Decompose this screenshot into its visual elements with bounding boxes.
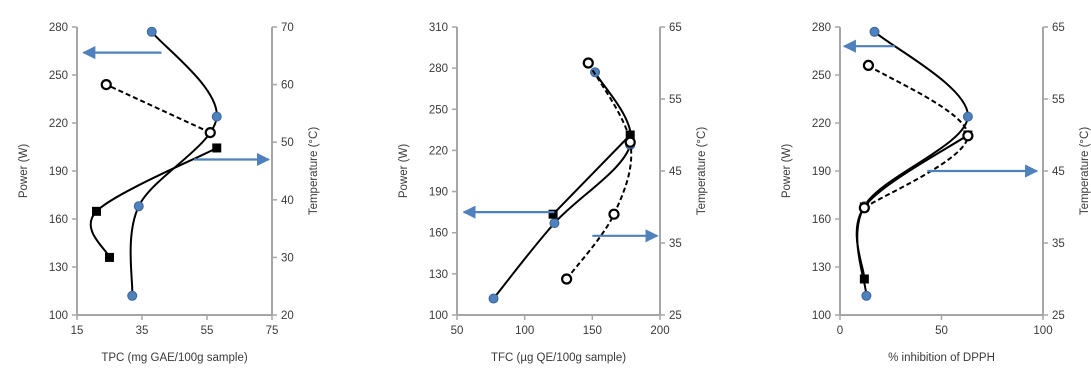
x-axis-label: TFC (µg QE/100g sample) [491,352,626,364]
y-tick-label: 280 [812,22,831,34]
x-tick-label: 50 [451,325,464,337]
data-point [488,293,499,304]
data-point [204,127,216,139]
y2-tick-label: 55 [669,94,682,106]
y-tick-label: 190 [429,187,448,199]
data-point [859,274,869,284]
y-tick-label: 190 [812,166,831,178]
chart-panel-3: 100 130 160 190 220 250 280 25 35 45 55 65 0 50 100 % i… [781,22,1091,364]
data-point [92,206,101,216]
y2-tick-label: 65 [1052,22,1065,34]
data-point [211,111,222,122]
y-tick-label: 220 [49,118,68,130]
data-point [582,57,594,69]
x-tick-label: 50 [935,325,948,337]
data-point [861,290,872,301]
y-tick-label: 280 [49,22,68,34]
y2-tick-label: 30 [281,252,294,264]
y-tick-label: 160 [429,228,448,240]
data-point [869,26,880,37]
y-tick-label: 130 [49,262,68,274]
y2-tick-label: 65 [669,22,682,34]
x-tick-label: 15 [71,325,84,337]
y2-tick-label: 40 [281,195,294,207]
series-line [565,62,633,280]
series-line [863,64,969,209]
series-line [492,71,633,300]
data-point [862,59,875,72]
y-axis-label: Power (W) [18,144,30,198]
x-tick-label: 0 [837,325,843,337]
y2-axis-label: Temperature (°C) [308,127,320,215]
x-tick-label: 35 [136,325,149,337]
y-tick-label: 130 [429,269,448,281]
y2-tick-label: 35 [669,238,682,250]
data-point [212,143,222,153]
y2-tick-label: 35 [1052,238,1065,250]
y-tick-label: 100 [812,310,831,322]
y-tick-label: 160 [49,214,68,226]
data-point [100,78,112,91]
y2-axis-label: Temperature (°C) [1079,127,1091,215]
x-tick-label: 150 [583,325,602,337]
x-tick-label: 100 [1033,325,1052,337]
series-line [129,31,218,296]
data-point [105,252,114,262]
y2-tick-label: 25 [1052,310,1065,322]
x-axis-label: % inhibition of DPPH [888,352,995,364]
y-tick-label: 280 [429,63,448,75]
y-tick-label: 220 [429,145,448,157]
y2-tick-label: 45 [1052,166,1065,178]
y2-axis-label: Temperature (°C) [696,127,708,215]
data-point [548,209,558,219]
y-tick-label: 160 [812,214,831,226]
y-tick-label: 220 [812,118,831,130]
y-tick-label: 130 [812,262,831,274]
series-line [552,134,631,215]
y-tick-label: 250 [49,70,68,82]
data-point [127,290,138,301]
y2-tick-label: 45 [669,166,682,178]
data-point [858,202,870,214]
x-axis-label: TPC (mg GAE/100g sample) [101,352,248,364]
y-tick-label: 310 [429,22,448,34]
y-tick-label: 250 [429,104,448,116]
y-axis-label: Power (W) [398,144,410,198]
data-point [561,273,573,285]
data-point [608,208,620,220]
y2-tick-label: 25 [669,310,682,322]
data-point [624,136,636,148]
y-tick-label: 250 [812,70,831,82]
x-tick-label: 55 [201,325,214,337]
data-point [133,201,144,212]
y-tick-label: 100 [49,310,68,322]
series-line [105,83,211,134]
x-tick-label: 200 [650,325,669,337]
y2-tick-label: 50 [281,137,294,149]
data-point [625,130,635,140]
y-tick-label: 100 [429,310,448,322]
data-point [962,130,974,142]
series-line [856,31,969,296]
data-point [146,26,157,37]
x-tick-label: 75 [266,325,279,337]
y2-tick-label: 70 [281,22,294,34]
data-point [549,218,560,229]
data-point [962,111,973,122]
y2-tick-label: 60 [281,80,294,92]
chart-panel-1: 100 130 160 190 220 250 280 20 30 40 50 60 70 15 35 55 7… [18,22,320,364]
series-line [89,147,218,258]
x-tick-label: 100 [515,325,534,337]
y-axis-label: Power (W) [781,144,793,198]
y2-tick-label: 55 [1052,94,1065,106]
y2-tick-label: 20 [281,310,294,322]
y-tick-label: 190 [49,166,68,178]
